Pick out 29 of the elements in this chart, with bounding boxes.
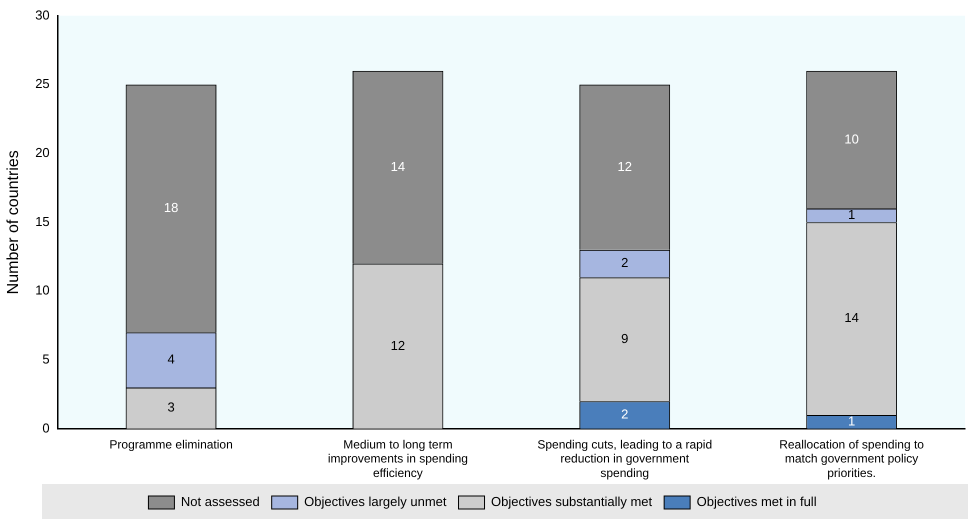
legend-label: Not assessed — [180, 494, 260, 510]
data-label: 4 — [167, 352, 175, 367]
data-label: 3 — [167, 400, 175, 415]
x-tick-label: Reallocation of spending to match government policy priorities. — [779, 437, 924, 480]
x-tick-label: Programme elimination — [109, 437, 233, 452]
x-tick-label: Spending cuts, leading to a rapid reduction in government spending — [537, 437, 712, 480]
y-tick-label: 0 — [42, 420, 50, 436]
legend-label: Objectives substantially met — [491, 494, 653, 510]
legend-label: Objectives largely unmet — [304, 494, 447, 510]
y-tick-label: 15 — [35, 214, 50, 229]
data-label: 1 — [848, 206, 856, 222]
data-label: 1 — [848, 413, 856, 428]
data-label: 12 — [618, 158, 632, 174]
data-label: 9 — [621, 330, 628, 346]
legend-label: Objectives met in full — [696, 494, 817, 510]
y-tick-label: 30 — [35, 7, 50, 22]
data-label: 14 — [390, 158, 406, 174]
y-tick-label: 10 — [35, 282, 50, 298]
data-label: 12 — [390, 338, 406, 353]
data-label: 14 — [844, 310, 859, 326]
data-label: 2 — [621, 406, 628, 422]
y-tick-label: 5 — [42, 352, 50, 367]
data-label: 18 — [164, 200, 178, 216]
y-tick-label: 25 — [35, 76, 50, 92]
data-label: 2 — [621, 255, 628, 270]
y-axis-title: Number of countries — [5, 150, 22, 294]
x-tick-label: Medium to long term improvements in spending efficiency — [328, 437, 468, 480]
y-tick-label: 20 — [35, 145, 50, 160]
data-label: 10 — [844, 131, 859, 146]
